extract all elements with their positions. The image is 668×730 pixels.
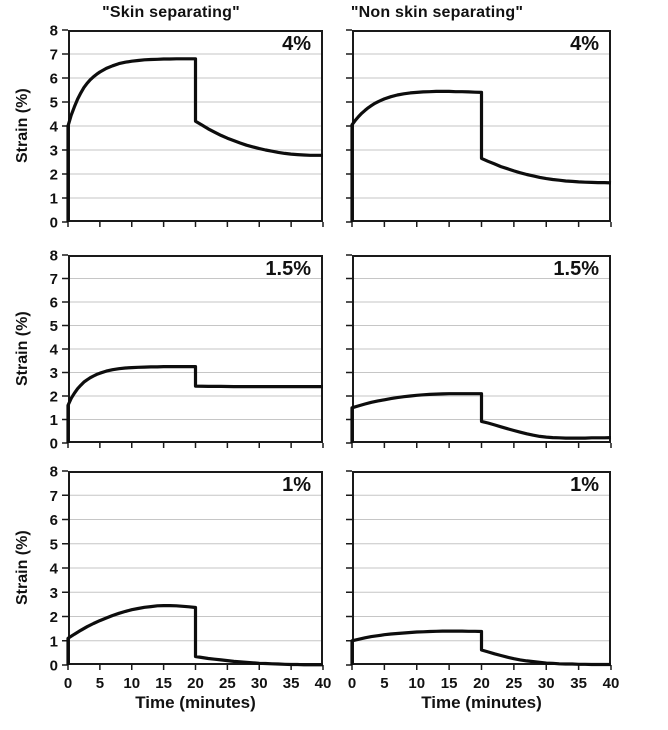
panel-skin-separating-4pct: 0 1 2 3 4 5 6 7 8 Strain (%) 4% [14, 23, 324, 232]
panel-non-skin-separating-1-5pct: 1.5% [346, 254, 612, 448]
y-tick-label: 3 [50, 365, 58, 382]
y-tick-label: 1 [50, 633, 58, 650]
y-tick-label: 8 [50, 23, 58, 40]
y-tick-label: 1 [50, 191, 58, 208]
y-tick-label: 1 [50, 412, 58, 429]
y-tick-label: 7 [50, 488, 58, 505]
y-tick-label: 6 [50, 512, 58, 529]
plot-svg: 0 5 10 15 20 25 30 35 40 [346, 470, 619, 692]
y-tick-label: 6 [50, 295, 58, 312]
x-tick-label: 5 [96, 675, 104, 692]
y-tick-label: 5 [50, 536, 58, 553]
y-tick-label: 7 [50, 47, 58, 64]
strain-level-annotation: 1.5% [265, 258, 311, 280]
y-tick-label: 8 [50, 248, 58, 265]
plot-svg: 0 1 2 3 4 5 6 7 8 [50, 248, 324, 453]
strain-level-annotation: 4% [570, 33, 599, 55]
x-tick-label: 25 [506, 675, 523, 692]
x-tick-label: 20 [473, 675, 490, 692]
y-tick-label: 4 [50, 119, 59, 136]
x-tick-label: 15 [441, 675, 458, 692]
y-tick-label: 2 [50, 609, 58, 626]
plot-frame [68, 471, 323, 665]
y-tick-label: 3 [50, 143, 58, 160]
x-tick-label: 10 [123, 675, 140, 692]
plot-svg: 0 1 2 3 4 5 6 7 8 [50, 23, 324, 232]
x-tick-label: 0 [64, 675, 72, 692]
y-tick-label: 0 [50, 215, 58, 232]
strain-curve [350, 89, 612, 222]
x-tick-label: 35 [570, 675, 587, 692]
y-tick-label: 5 [50, 318, 58, 335]
panel-skin-separating-1pct: 0 1 2 3 4 5 6 7 8 0 5 10 15 20 25 30 35 40 Strain (%) 1% … [14, 464, 332, 713]
x-tick-label: 0 [348, 675, 356, 692]
column-title-non-skin-separating: "Non skin separating" [350, 4, 524, 21]
y-tick-label: 5 [50, 95, 58, 112]
plot-svg: 0 1 2 3 4 5 6 7 8 0 5 10 15 20 25 30 35 40 [50, 464, 332, 693]
y-tick-label: 3 [50, 585, 58, 602]
plot-frame [68, 255, 323, 443]
y-tick-label: 2 [50, 167, 58, 184]
panel-non-skin-separating-1pct: 0 5 10 15 20 25 30 35 40 1% Time (minutes) [346, 470, 619, 712]
plot-frame [352, 255, 611, 443]
strain-level-annotation: 4% [282, 33, 311, 55]
x-tick-label: 25 [219, 675, 236, 692]
y-tick-label: 2 [50, 389, 58, 406]
strain-level-annotation: 1% [570, 474, 599, 496]
strain-curve [350, 629, 611, 667]
strain-level-annotation: 1.5% [553, 258, 599, 280]
x-tick-label: 30 [251, 675, 268, 692]
plot-frame [352, 471, 611, 665]
x-tick-label: 5 [380, 675, 388, 692]
y-tick-label: 4 [50, 342, 59, 359]
y-axis-title: Strain (%) [14, 530, 31, 606]
y-axis-title: Strain (%) [14, 311, 31, 387]
x-tick-label: 35 [283, 675, 300, 692]
strain-curve [350, 392, 612, 443]
panel-skin-separating-1-5pct: 0 1 2 3 4 5 6 7 8 Strain (%) 1.5% [14, 248, 324, 453]
strain-level-annotation: 1% [282, 474, 311, 496]
y-axis-title: Strain (%) [14, 88, 31, 164]
x-axis-title: Time (minutes) [135, 693, 256, 712]
x-axis-title: Time (minutes) [421, 693, 542, 712]
panel-non-skin-separating-4pct: 4% [346, 29, 612, 227]
x-tick-label: 30 [538, 675, 555, 692]
y-tick-label: 0 [50, 436, 58, 453]
x-tick-label: 15 [155, 675, 172, 692]
strain-curve [66, 57, 323, 222]
x-tick-label: 40 [603, 675, 620, 692]
strain-curve [66, 604, 323, 667]
x-tick-label: 20 [187, 675, 204, 692]
y-tick-label: 8 [50, 464, 58, 481]
plot-svg [346, 254, 612, 448]
y-tick-label: 7 [50, 271, 58, 288]
y-tick-label: 4 [50, 561, 59, 578]
column-title-skin-separating: "Skin separating" [102, 4, 240, 21]
strain-curve [66, 364, 323, 443]
x-tick-label: 10 [408, 675, 425, 692]
y-tick-label: 0 [50, 658, 58, 675]
plot-svg [346, 29, 612, 227]
x-tick-label: 40 [315, 675, 332, 692]
y-tick-label: 6 [50, 71, 58, 88]
